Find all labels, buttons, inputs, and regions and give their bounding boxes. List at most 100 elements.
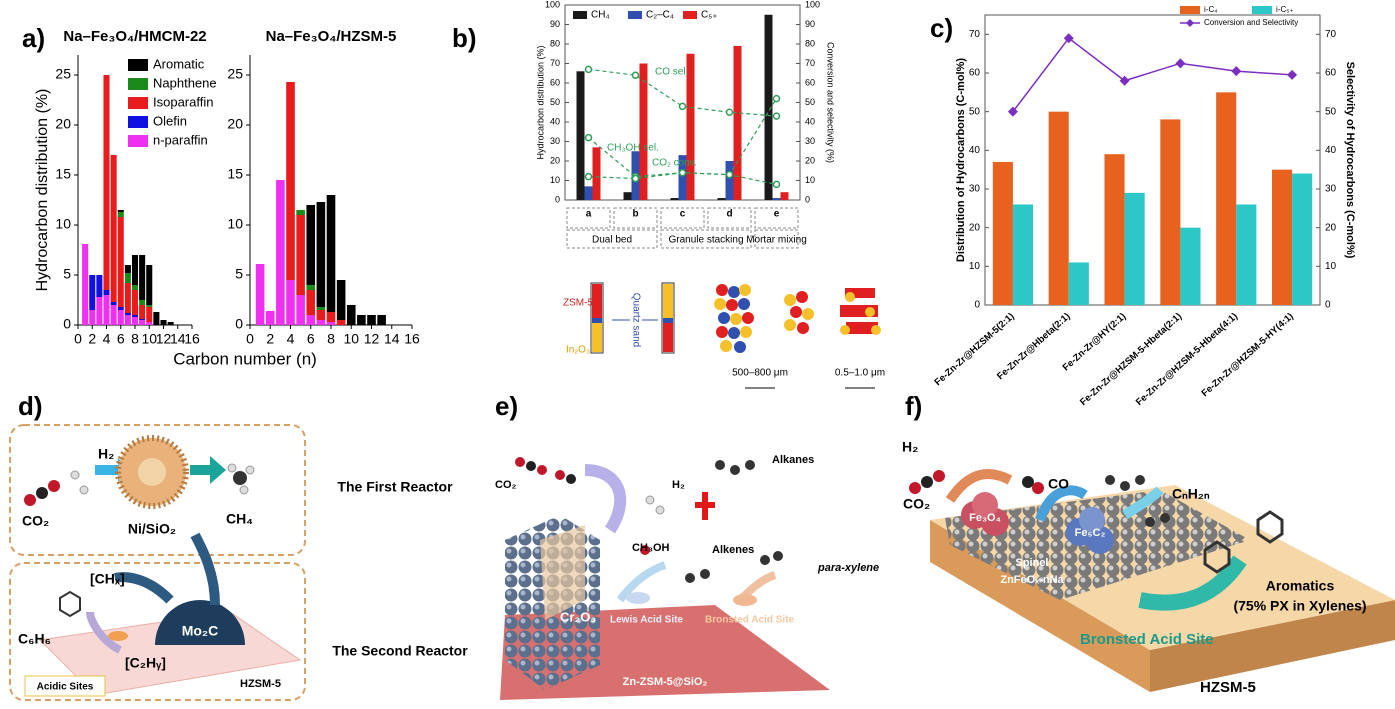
panel-label: e) bbox=[495, 391, 518, 421]
bar-segment bbox=[131, 317, 139, 325]
marker bbox=[1287, 69, 1298, 80]
category-box bbox=[566, 207, 611, 229]
arrow bbox=[190, 532, 220, 606]
y-tick-label: 50 bbox=[969, 106, 981, 117]
y2-tick-label: 80 bbox=[805, 38, 815, 48]
platform-side bbox=[1150, 600, 1395, 692]
plot-frame bbox=[984, 14, 1321, 306]
bar-segment bbox=[117, 217, 124, 307]
x-tick-label: d bbox=[726, 209, 732, 220]
acid-site bbox=[108, 631, 128, 641]
label: HZSM-5 bbox=[240, 678, 281, 690]
marker bbox=[584, 172, 593, 181]
bar bbox=[576, 71, 585, 200]
x-tick-label: 8 bbox=[327, 331, 335, 347]
label: (75% PX in Xylenes) bbox=[1233, 598, 1366, 614]
bar-segment bbox=[316, 310, 326, 320]
marker bbox=[678, 102, 687, 111]
x-tick-label: 8 bbox=[131, 331, 139, 347]
bar-segment bbox=[276, 180, 285, 325]
x-tick-label: 12 bbox=[156, 331, 172, 347]
bar bbox=[584, 186, 593, 200]
bar-segment bbox=[146, 307, 153, 322]
x-tick-label: 16 bbox=[184, 331, 200, 347]
bar bbox=[1104, 154, 1125, 305]
zsm5-bed bbox=[663, 322, 673, 352]
y2-tick-label: 60 bbox=[805, 77, 815, 87]
label: Mo₂C bbox=[182, 623, 219, 639]
x-tick-label: b bbox=[632, 209, 638, 220]
label: Aromatics bbox=[1266, 578, 1335, 594]
bar-segment bbox=[146, 305, 153, 307]
bar-segment bbox=[131, 290, 139, 315]
marker bbox=[772, 112, 781, 120]
y-tick-label: 50 bbox=[550, 97, 560, 107]
label: Fe₃O₄ bbox=[969, 512, 1001, 524]
legend-swatch bbox=[128, 78, 148, 90]
bar-segment bbox=[139, 320, 146, 325]
bar-segment bbox=[117, 310, 124, 325]
marker bbox=[725, 170, 734, 179]
group-label: Mortar mixing bbox=[746, 235, 807, 246]
panel-label: d) bbox=[18, 391, 43, 421]
group-box bbox=[660, 229, 752, 249]
arrow bbox=[945, 469, 1013, 503]
y2-tick-label: 40 bbox=[1325, 145, 1337, 156]
lewis-site bbox=[626, 592, 650, 604]
y-tick-label: 5 bbox=[235, 266, 243, 282]
label: Ni/SiO₂ bbox=[128, 521, 176, 537]
label: H₂ bbox=[672, 479, 685, 491]
y-tick-label: 40 bbox=[550, 116, 560, 126]
y2-tick-label: 50 bbox=[805, 97, 815, 107]
bar bbox=[592, 147, 601, 200]
label: Acidic Sites bbox=[37, 682, 94, 693]
bar-segment bbox=[82, 244, 89, 325]
y2-tick-label: 70 bbox=[1325, 29, 1337, 40]
scheme-e: CO₂ H₂ Alkanes CH₃OH Alkenes para-xylene… bbox=[495, 454, 879, 700]
y-tick-label: 5 bbox=[63, 266, 71, 282]
bar-segment bbox=[103, 75, 110, 290]
bar-segment bbox=[377, 315, 386, 325]
bar-segment bbox=[117, 307, 124, 310]
quartz bbox=[592, 318, 602, 323]
group-label: Dual bed bbox=[592, 235, 632, 246]
legend-swatch bbox=[573, 11, 587, 19]
x-tick-label: e bbox=[774, 209, 780, 220]
y-tick-label: 20 bbox=[550, 155, 560, 165]
x-tick-label: 6 bbox=[307, 331, 315, 347]
bar bbox=[1236, 204, 1257, 305]
arrow bbox=[1035, 485, 1088, 522]
scheme-b: ZSM-5 In₂O₃ Quartz sand 500–800 μm 0.5–1… bbox=[563, 282, 885, 389]
bar-segment bbox=[326, 195, 336, 312]
in2o3-bed bbox=[663, 284, 673, 319]
label: Spinel bbox=[1015, 557, 1048, 569]
bar-segment bbox=[89, 275, 96, 310]
bar-segment bbox=[124, 265, 131, 273]
x-tick-label: 14 bbox=[384, 331, 400, 347]
bar-segment bbox=[326, 312, 336, 322]
bar-segment bbox=[296, 295, 305, 325]
bar-segment bbox=[103, 290, 110, 295]
panel-label: f) bbox=[905, 391, 922, 421]
y-tick-label: 80 bbox=[550, 38, 560, 48]
bar-segment bbox=[306, 315, 316, 325]
bar bbox=[639, 63, 648, 200]
legend-label: CH₄ bbox=[591, 10, 610, 21]
bar-segment bbox=[89, 310, 96, 325]
bar-segment bbox=[326, 322, 336, 325]
panel-label: b) bbox=[452, 23, 477, 53]
label: para-xylene bbox=[817, 562, 879, 574]
label: Alkanes bbox=[772, 454, 814, 466]
bar bbox=[780, 192, 789, 200]
legend-label: Isoparaffin bbox=[153, 94, 213, 109]
molecules bbox=[909, 470, 1284, 574]
label: CO₂ bbox=[903, 496, 930, 512]
marker bbox=[725, 108, 734, 116]
label: CₙH₂ₙ bbox=[1172, 486, 1210, 502]
in2o3-bed bbox=[592, 322, 602, 352]
scheme-d: H₂ CO₂ Ni/SiO₂ CH₄ The First Reactor [CH… bbox=[9, 424, 468, 701]
bar bbox=[678, 155, 687, 200]
bar-segment bbox=[117, 210, 124, 212]
legend-swatch bbox=[628, 11, 642, 19]
